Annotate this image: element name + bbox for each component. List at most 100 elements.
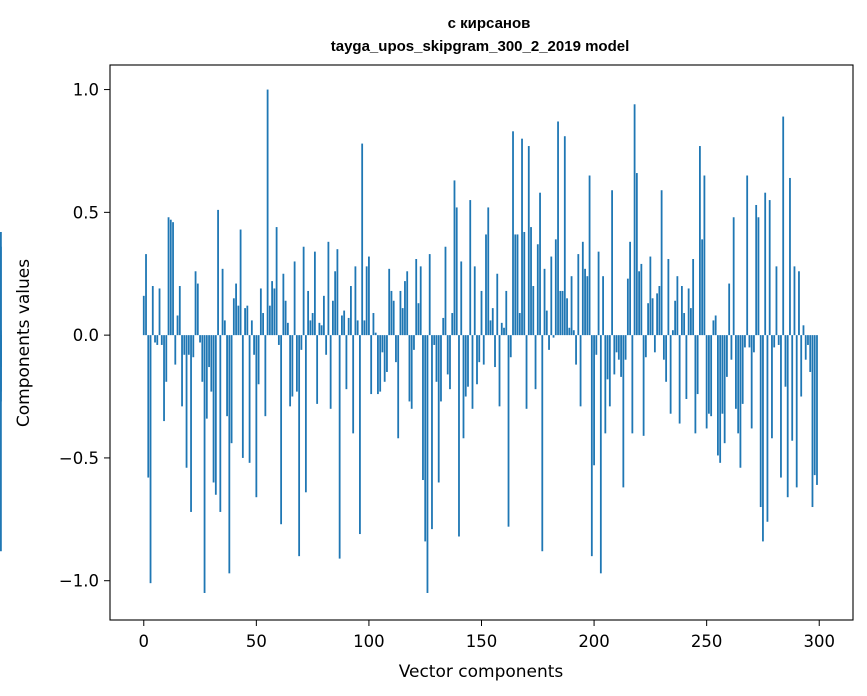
bar [494,335,496,368]
bar [156,335,159,345]
x-tick-label: 150 [466,632,498,651]
bar [512,131,514,336]
bar [392,300,395,336]
bar [692,259,695,336]
bar [460,261,463,336]
bar [687,288,690,336]
bar [300,335,303,350]
bar [678,335,681,424]
bar [406,271,409,336]
bar [800,335,803,397]
bar [361,143,364,336]
bar [257,335,260,385]
bar [653,335,656,353]
bar [651,298,654,336]
bar [701,239,704,336]
bar [593,335,595,466]
bar [176,315,179,336]
bar [390,290,393,336]
bar [775,266,778,336]
bar [160,335,163,345]
bar [762,335,764,542]
bar [777,335,780,345]
bar [239,229,242,336]
bar [662,335,665,360]
bar [789,177,791,336]
bar [750,335,753,429]
bar [476,335,478,385]
bar [498,335,501,407]
bar [250,320,253,336]
y-tick-label: −1.0 [59,572,99,591]
bar [658,286,661,336]
bar [608,335,611,407]
bar [516,234,519,336]
bar [503,327,505,336]
bar [309,320,312,336]
bar [487,207,490,336]
bar [291,335,294,397]
bar [505,290,508,336]
bar [699,146,701,336]
bar [226,335,228,417]
bar [201,335,204,382]
bar [570,276,573,336]
bar [656,293,659,336]
bar [703,175,706,336]
bar [561,290,564,336]
bar [595,335,598,355]
x-tick-label: 50 [246,632,267,651]
y-tick-label: −0.5 [59,449,99,468]
bar [604,335,607,434]
bar [174,335,177,365]
bar [320,325,323,336]
bar [768,200,771,336]
bar [739,335,742,468]
bar [282,273,285,336]
bar [352,335,355,434]
bar [280,335,283,525]
bar [771,335,773,439]
bar [192,335,195,358]
bar [550,256,553,336]
bar [386,335,388,372]
bar [807,335,809,345]
bar [413,335,415,350]
y-tick-label: 0.0 [73,326,99,345]
bar [196,283,199,336]
bar [424,335,427,542]
bar [559,290,562,336]
x-tick-label: 250 [691,632,723,651]
bar [523,231,526,336]
bar [757,217,760,336]
bar [462,335,465,439]
bar [253,335,255,355]
chart-subtitle: tayga_upos_skipgram_300_2_2019 model [331,38,630,55]
bar [295,335,298,392]
bar [210,335,213,392]
bar [289,335,292,407]
bar [149,335,152,584]
bar [584,268,586,336]
bar [446,335,449,375]
bar [615,335,618,353]
bar [471,335,474,409]
bar [307,290,310,336]
bar [343,310,346,336]
bar [525,335,528,409]
bar [181,335,183,407]
bar [208,335,210,368]
bar [617,335,620,360]
bar [606,335,609,380]
x-tick-label: 0 [139,632,150,651]
bar [433,335,436,345]
bar [419,266,422,336]
bar [726,335,728,377]
bar [721,335,724,414]
bar [404,281,406,336]
bar [719,335,722,463]
bar [388,268,391,336]
bar [232,298,235,336]
bar [221,268,224,336]
bar [199,335,201,343]
